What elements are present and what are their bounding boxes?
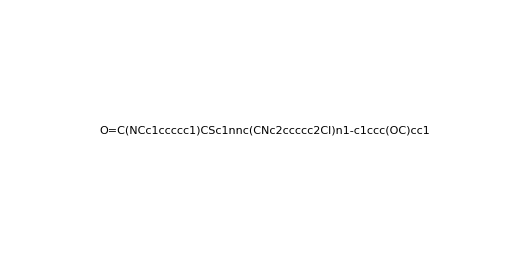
Text: O=C(NCc1ccccc1)CSc1nnc(CNc2ccccc2Cl)n1-c1ccc(OC)cc1: O=C(NCc1ccccc1)CSc1nnc(CNc2ccccc2Cl)n1-c…: [99, 125, 430, 135]
